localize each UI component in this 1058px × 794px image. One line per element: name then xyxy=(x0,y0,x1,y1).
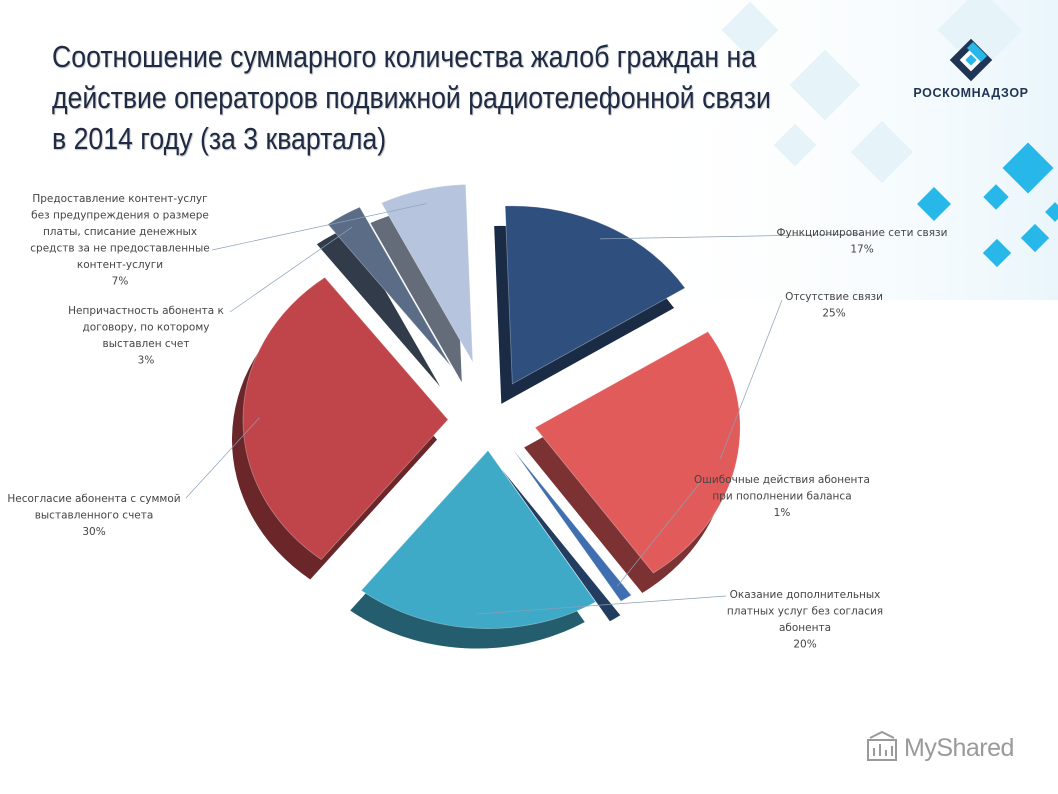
slice-label-3: Оказание дополнительных платных услуг без… xyxy=(727,589,883,651)
slice-label-6-line-2: платы, списание денежных xyxy=(43,226,197,238)
slide-title: Соотношение суммарного количества жалоб … xyxy=(52,36,771,159)
slice-label-1-line-1: 25% xyxy=(822,308,845,320)
pie-slice-side-5 xyxy=(316,227,441,387)
slice-label-6-line-0: Предоставление контент-услуг xyxy=(32,193,207,205)
pie-slice-0 xyxy=(504,205,686,385)
slice-label-3-line-1: платных услуг без согласия xyxy=(727,606,883,618)
watermark-text: MyShared xyxy=(904,734,1014,762)
leader-line-4 xyxy=(185,417,260,499)
slice-label-4-line-1: выставленного счета xyxy=(35,510,154,522)
leader-line-0 xyxy=(600,233,863,240)
slice-label-6-line-1: без предупреждения о размере xyxy=(31,210,209,222)
slice-label-0-line-0: Функционирование сети связи xyxy=(777,227,948,239)
slice-label-4-line-2: 30% xyxy=(82,526,105,538)
slice-label-3-line-3: 20% xyxy=(793,639,816,651)
leader-line-5 xyxy=(229,226,353,313)
slice-label-3-line-2: абонента xyxy=(779,622,831,634)
slice-label-5-line-2: выставлен счет xyxy=(103,338,190,350)
slice-label-4: Несогласие абонента с суммой выставленног… xyxy=(7,493,180,538)
pie-slice-3 xyxy=(360,449,597,629)
slice-label-0: Функционирование сети связи 17% xyxy=(777,227,948,256)
pie-slice-side-2 xyxy=(502,469,621,622)
pie-slice-1 xyxy=(534,331,741,574)
slice-label-0-line-1: 17% xyxy=(850,244,873,256)
slice-label-5-line-3: 3% xyxy=(138,355,155,367)
slice-label-1-line-0: Отсутствие связи xyxy=(785,291,883,303)
slice-label-6-line-4: контент-услуги xyxy=(77,259,163,271)
pie-slice-2 xyxy=(512,449,632,602)
leader-line-3 xyxy=(477,595,727,615)
pie-slice-6 xyxy=(380,184,474,363)
slice-label-6-line-5: 7% xyxy=(112,276,129,288)
title-line-2: действие операторов подвижной радиотелеф… xyxy=(52,80,771,115)
slice-label-4-line-0: Несогласие абонента с суммой xyxy=(7,493,180,505)
slice-label-2-line-0: Ошибочные действия абонента xyxy=(694,474,870,486)
accent-squares xyxy=(917,142,1058,268)
title-line-3: в 2014 году (за 3 квартала) xyxy=(52,121,387,156)
logo-text: РОСКОМНАДЗОР xyxy=(913,86,1029,100)
slice-label-2-line-1: при пополнении баланса xyxy=(712,491,851,503)
myshared-watermark-icon xyxy=(867,730,897,761)
slice-label-2: Ошибочные действия абонента при пополнени… xyxy=(694,474,870,519)
roskomnadzor-logo-icon xyxy=(949,38,993,82)
slice-label-6-line-3: средств за не предоставленные xyxy=(30,243,209,255)
slice-label-1: Отсутствие связи 25% xyxy=(785,291,883,320)
pie-slice-4 xyxy=(242,276,449,561)
leader-line-2 xyxy=(616,482,701,587)
leader-line-1 xyxy=(719,299,783,460)
leader-line-6 xyxy=(211,203,427,251)
slice-label-3-line-0: Оказание дополнительных xyxy=(730,589,881,601)
slice-label-6: Предоставление контент-услуг без предупре… xyxy=(30,193,209,288)
pie-slice-5 xyxy=(327,206,452,367)
slice-label-5-line-0: Непричастность абонента к xyxy=(68,305,224,317)
slice-label-5: Непричастность абонента к договору, по ко… xyxy=(68,305,224,367)
title-line-1: Соотношение суммарного количества жалоб … xyxy=(52,39,757,74)
slice-label-5-line-1: договору, по которому xyxy=(83,322,210,334)
slice-label-2-line-2: 1% xyxy=(774,507,791,519)
